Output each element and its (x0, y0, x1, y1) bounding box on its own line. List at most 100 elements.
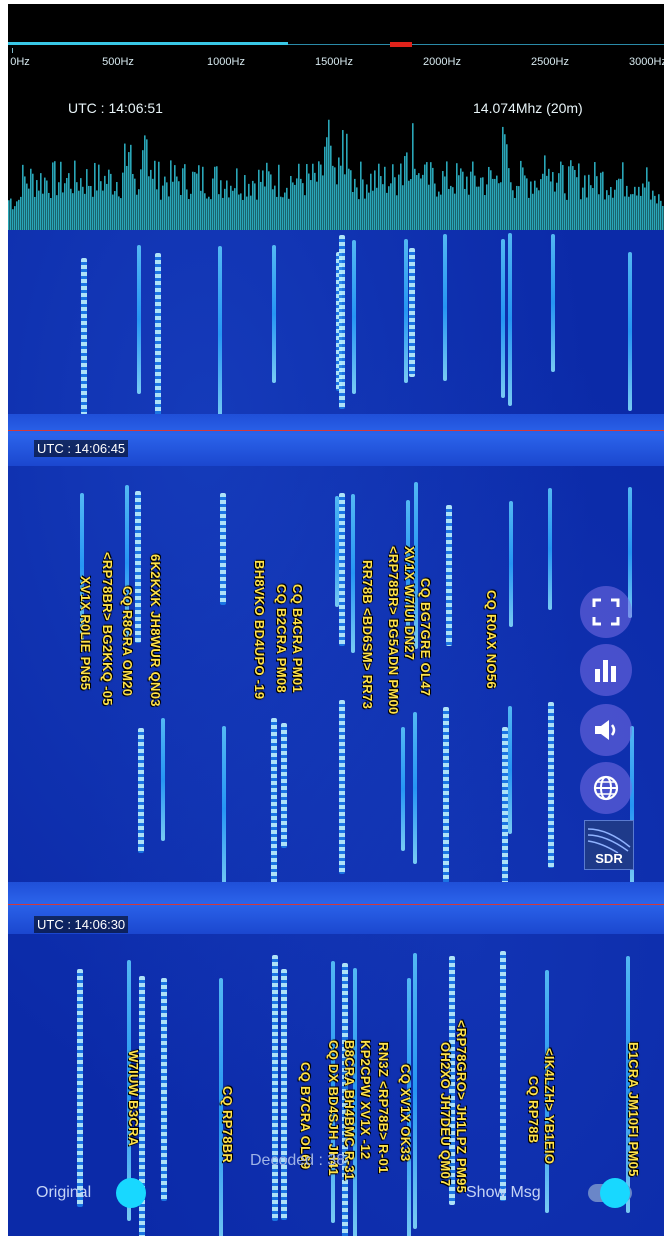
spectrum-bar (204, 193, 206, 230)
spectrum-bar (618, 178, 620, 230)
map-button[interactable] (580, 762, 632, 814)
spectrum-bar (362, 179, 364, 230)
spectrum-bar (580, 199, 582, 230)
decoded-message[interactable]: CQ RP78B (526, 1076, 541, 1144)
cycle-utc-label: UTC : 14:06:45 (34, 440, 129, 457)
spectrum-bar (234, 188, 236, 230)
signal-trace (412, 712, 417, 864)
decoded-message[interactable]: 6K2KXK JH8WUR QN03 (148, 554, 163, 707)
sdr-button[interactable]: SDR (584, 820, 634, 870)
spectrum-bar (308, 173, 310, 230)
spectrum-bar (390, 183, 392, 230)
decoded-message[interactable]: OH2XO JH7DEU QM07 (438, 1042, 453, 1187)
signal-trace (550, 233, 555, 373)
show-msg-toggle[interactable] (600, 1178, 630, 1208)
spectrum-bar (18, 199, 20, 230)
signal-trace (160, 977, 167, 1202)
spectrum-bar (210, 199, 212, 230)
decoded-message[interactable]: BH8VKO BD4UPO -19 (252, 560, 267, 700)
decoded-message[interactable]: CQ DX BD4SJH JH41 (326, 1040, 341, 1176)
spectrum-bar (76, 182, 78, 230)
decoded-message[interactable]: XV1X R0LIE PN65 (78, 576, 93, 691)
spectrum-bar (430, 162, 432, 230)
spectrum-bar (294, 184, 296, 230)
spectrum-bar (206, 198, 208, 230)
spectrum-bar (120, 198, 122, 230)
frequency-axis[interactable]: 0Hz 500Hz 1000Hz 1500Hz 2000Hz 2500Hz 30… (8, 4, 664, 80)
spectrum-bar (634, 186, 636, 230)
decoded-message[interactable]: <RP78GRO> JH1LPZ PM95 (454, 1020, 469, 1194)
signal-trace (339, 235, 346, 410)
decoded-message[interactable]: B8CRA BH4BMC R-31 (342, 1040, 357, 1181)
decoded-message[interactable]: B1CRA JM10FI PM05 (626, 1042, 641, 1177)
spectrum-bar (538, 190, 540, 230)
decoded-message[interactable]: CQ B4CRA PM01 (290, 584, 305, 693)
spectrum-bar (316, 181, 318, 230)
decoded-message[interactable]: W7IUW B3CRA (126, 1050, 141, 1147)
spectrum-bar (582, 187, 584, 230)
spectrum-bar (610, 186, 612, 230)
signal-trace (272, 245, 277, 384)
decoded-message[interactable]: CQ RP78BR (220, 1086, 235, 1164)
show-msg-label: Show Msg (466, 1184, 541, 1201)
spectrum-bar (258, 169, 260, 230)
spectrum-bar (104, 175, 106, 230)
audio-button[interactable] (580, 704, 632, 756)
tx-frequency-marker[interactable] (390, 42, 412, 47)
signal-trace (127, 960, 132, 1222)
spectrum-bar (440, 194, 442, 230)
waterfall-display[interactable]: UTC : 14:06:45 UTC : 14:06:30 XV1X R0LIE… (8, 230, 664, 1236)
spectrum-bar (128, 152, 130, 230)
decoded-message[interactable]: XV1X W7IUI DN27 (402, 546, 417, 661)
spectrum-bar (502, 126, 504, 230)
spectrum-bar (572, 166, 574, 230)
signal-trace (335, 495, 340, 608)
decoded-message[interactable]: <IK4LZH> YB1EIO (542, 1048, 557, 1165)
signal-trace (335, 252, 342, 392)
decoded-message[interactable]: CQ R0AX NO56 (484, 590, 499, 689)
spectrum-bar (178, 181, 180, 230)
spectrum-bar (10, 198, 12, 230)
original-toggle[interactable] (116, 1178, 146, 1208)
decoded-message[interactable]: <RP78BR> BG2KKQ -05 (100, 552, 115, 706)
spectrum-bar (28, 188, 30, 230)
spectrum-bar (442, 171, 444, 230)
decoded-message[interactable]: RN3Z <RP78B> R-01 (376, 1042, 391, 1174)
sdr-wave-icon (587, 828, 631, 853)
spectrum-bar (514, 197, 516, 230)
signal-trace (218, 978, 223, 1236)
spectrum-bar (622, 162, 624, 230)
spectrum-bar (516, 185, 518, 230)
decoded-message[interactable]: CQ XV1X OK33 (398, 1064, 413, 1162)
signal-trace (508, 706, 513, 835)
spectrum-bar (328, 119, 330, 230)
spectrum-bar (452, 187, 454, 230)
spectrum-bar (422, 174, 424, 230)
original-label: Original (36, 1184, 92, 1201)
decoded-message[interactable]: <RP78BR> BG5ADN PM00 (386, 546, 401, 715)
fullscreen-icon (592, 598, 620, 626)
spectrum-bar (278, 164, 280, 230)
spectrum-bar (608, 195, 610, 230)
spectrum-bar (298, 163, 300, 230)
signal-trace (342, 963, 349, 1236)
decoded-message[interactable]: RR78B <BD6SM> RR73 (360, 560, 375, 710)
fullscreen-button[interactable] (580, 586, 632, 638)
spectrum-bar (166, 182, 168, 230)
spectrum-bar (154, 160, 156, 230)
spectrum-bar (520, 160, 522, 230)
decoded-message[interactable]: CQ BG7GRE OL47 (418, 578, 433, 697)
spectrum-bar (616, 180, 618, 230)
decoded-message[interactable]: CQ B2CRA PM08 (274, 584, 289, 693)
signal-trace (339, 700, 346, 875)
decoded-message[interactable]: CQ R8CRA OM20 (120, 586, 135, 697)
decoded-message[interactable]: KP2CPW XV1X -12 (358, 1040, 373, 1160)
spectrum-bar (254, 183, 256, 230)
spectrum-bar (548, 168, 550, 230)
spectrum-bar (284, 192, 286, 230)
spectrum-mode-button[interactable] (580, 644, 632, 696)
decoded-message[interactable]: CQ B7CRA OL69 (298, 1062, 313, 1170)
spectrum-bar (78, 190, 80, 230)
signal-trace (404, 238, 409, 384)
spectrum-bar (184, 164, 186, 230)
